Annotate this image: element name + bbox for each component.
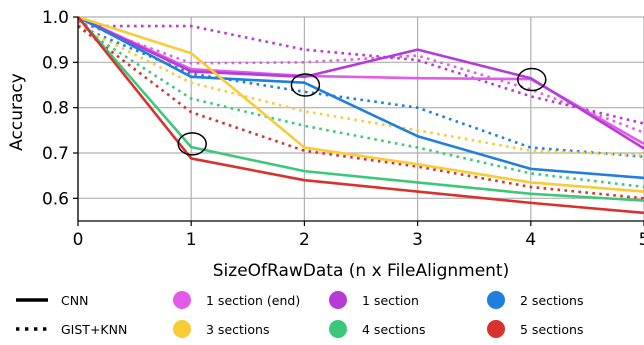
- series-2-sections-cnn: [77, 15, 644, 180]
- series-4-sections-gist-knn: [77, 24, 644, 189]
- legend-swatch-1-section: [329, 291, 347, 309]
- y-tick-label-2: 0.8: [42, 99, 69, 119]
- legend-label-1-section-end: 1 section (end): [206, 293, 300, 308]
- series-1-section-cnn: [77, 15, 644, 150]
- legend-label-4-sections: 4 sections: [362, 322, 425, 337]
- legend-swatch-5-sections: [487, 320, 505, 338]
- series-5-sections-cnn: [76, 16, 644, 215]
- annotation-ellipse-1: [290, 73, 321, 97]
- series-5-sections-gist-knn: [77, 25, 644, 200]
- legend-style-label-gist-knn: GIST+KNN: [61, 322, 127, 337]
- series-3-sections-cnn: [77, 15, 644, 193]
- annotations: [177, 67, 547, 156]
- legend: CNN GIST+KNN 1 section (end) 1 section 2 sec…: [16, 291, 583, 338]
- x-tick-label-5: 5: [639, 230, 644, 250]
- y-tick-label-0: 0.6: [42, 189, 69, 209]
- axes: [77, 17, 644, 222]
- y-tick-label-1: 0.7: [42, 144, 69, 164]
- x-tick-label-4: 4: [525, 230, 536, 250]
- annotation-ellipse-0: [177, 132, 207, 156]
- series-1-section-end-gist-knn: [77, 20, 644, 134]
- legend-style-label-cnn: CNN: [61, 293, 88, 308]
- legend-swatch-1-section-end: [173, 291, 191, 309]
- tick-labels: 0 1 2 3 4 5 0.6 0.7 0.8 0.9 1.0: [42, 8, 644, 250]
- legend-label-2-sections: 2 sections: [520, 293, 583, 308]
- y-tick-label-3: 0.9: [42, 53, 69, 73]
- x-axis-label: SizeOfRawData (n x FileAlignment): [213, 261, 509, 281]
- y-tick-label-4: 1.0: [42, 8, 69, 28]
- legend-swatch-4-sections: [329, 320, 347, 338]
- legend-swatch-3-sections: [173, 320, 191, 338]
- x-tick-label-2: 2: [299, 230, 310, 250]
- series-3-sections-gist-knn: [77, 24, 644, 157]
- annotation-ellipse-2: [517, 67, 547, 92]
- y-axis-label: Accuracy: [7, 73, 27, 151]
- x-tick-label-3: 3: [412, 230, 423, 250]
- legend-label-3-sections: 3 sections: [206, 322, 269, 337]
- x-tick-label-1: 1: [186, 230, 197, 250]
- series-4-sections-cnn: [77, 16, 644, 202]
- series-lines: [76, 15, 644, 215]
- series-2-sections-gist-knn: [77, 24, 644, 158]
- legend-label-1-section: 1 section: [362, 293, 419, 308]
- x-tick-label-0: 0: [73, 230, 84, 250]
- legend-label-5-sections: 5 sections: [520, 322, 583, 337]
- legend-swatch-2-sections: [487, 291, 505, 309]
